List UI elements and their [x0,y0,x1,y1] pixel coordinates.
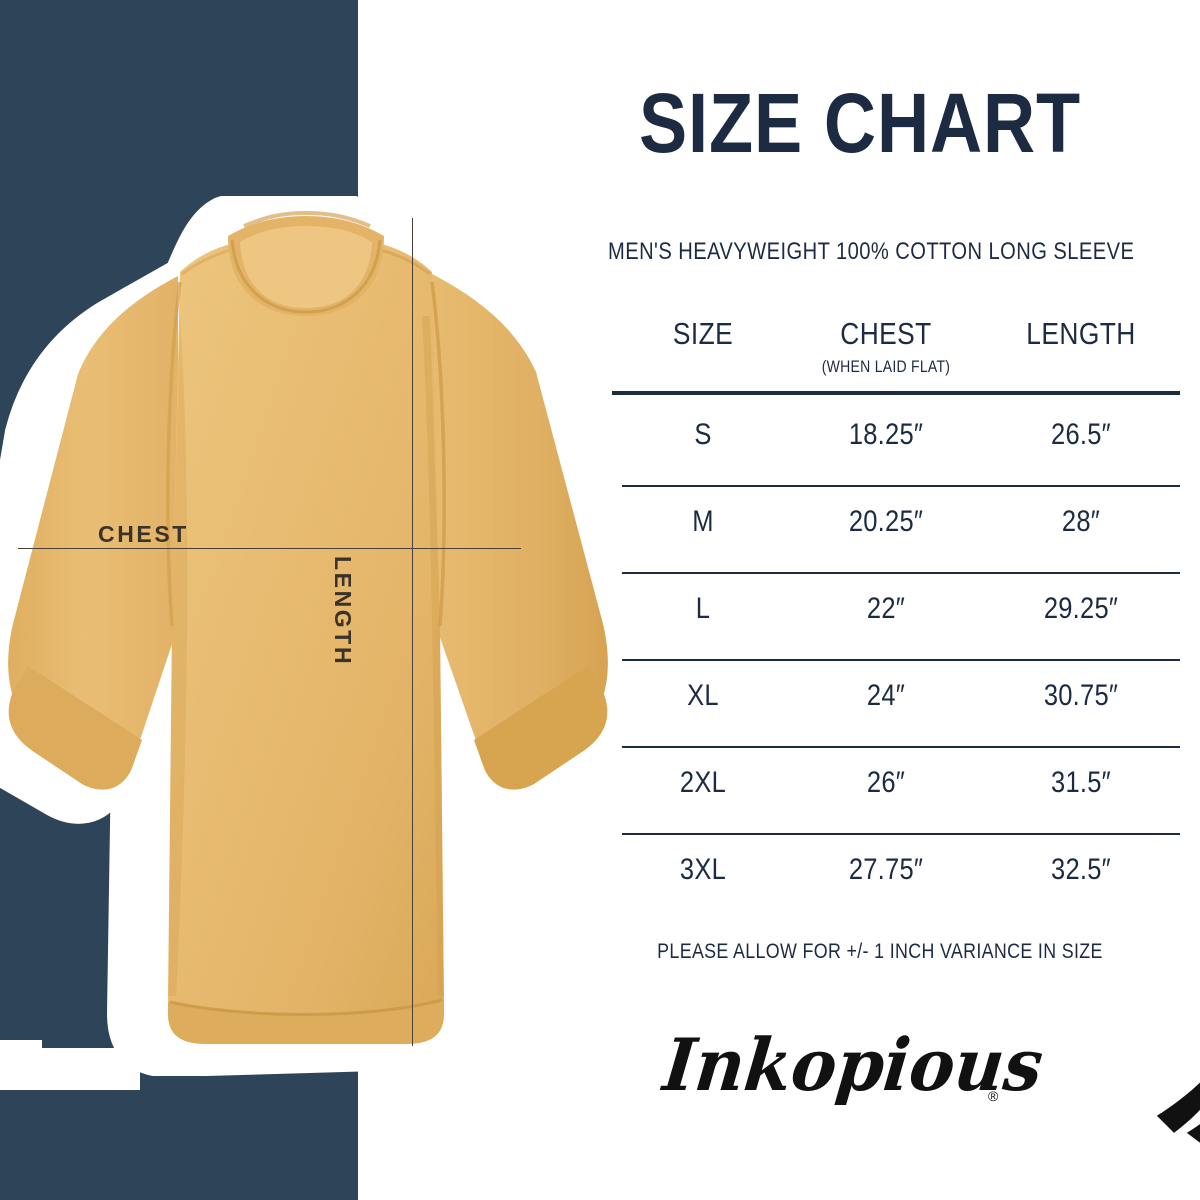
chest-measurement-label: CHEST [98,521,189,547]
shirt-right-cuff [474,666,608,790]
cell-length: 29.25″ [1043,592,1119,625]
cell-size: 2XL [679,766,727,799]
length-measurement-line [412,218,413,1046]
hem-stitch [169,998,443,1016]
table-row: 2XL 26″ 31.5″ [608,746,1180,833]
page-title: SIZE CHART [638,76,1082,170]
chest-measurement-line [18,548,521,549]
cell-chest: 26″ [866,766,906,799]
cell-chest: 22″ [866,592,906,625]
table-row: 3XL 27.75″ 32.5″ [608,833,1180,920]
collar-back-seam [243,210,371,228]
cell-length: 26.5″ [1051,418,1111,451]
variance-note: PLEASE ALLOW FOR +/- 1 INCH VARIANCE IN … [657,940,1103,963]
shirt-right-sleeve [432,274,608,775]
column-header-chest: CHEST [840,316,932,351]
table-header-row: SIZE CHEST LENGTH (WHEN LAID FLAT) [608,316,1180,390]
brand-name: Inkopious [659,1022,1047,1107]
cell-length: 31.5″ [1051,766,1111,799]
table-header-rule [612,391,1180,395]
shirt-collar-inner [240,226,372,308]
column-header-chest-note: (WHEN LAID FLAT) [821,358,951,376]
cell-size: S [694,418,712,451]
registered-trademark-icon: ® [988,1088,999,1104]
length-measurement-label: LENGTH [330,556,356,667]
shirt-shadow-right [422,316,444,996]
column-header-length: LENGTH [1026,316,1136,351]
cell-size: M [692,505,714,538]
cell-size: 3XL [679,853,727,886]
cell-length: 28″ [1061,505,1101,538]
cell-chest: 27.75″ [848,853,924,886]
navy-panel-notch-secondary [0,1040,42,1058]
table-row: S 18.25″ 26.5″ [608,398,1180,485]
chart-content: SIZE CHART MEN'S HEAVYWEIGHT 100% COTTON… [560,0,1200,1200]
cell-chest: 24″ [866,679,906,712]
brand-logo: Inkopious ® [652,1012,1200,1143]
cell-size: L [695,592,711,625]
shirt-left-sleeve [8,276,179,775]
shirt-left-cuff [8,666,142,790]
shirt-body [168,236,444,1042]
collar-ribbing [230,239,382,314]
table-row: M 20.25″ 28″ [608,485,1180,572]
shirt-image [0,196,632,1076]
armhole-seam-right [430,281,446,627]
armhole-seam-left [166,281,182,627]
long-sleeve-shirt-illustration [0,196,632,1076]
table-row: L 22″ 29.25″ [608,572,1180,659]
cell-length: 30.75″ [1043,679,1119,712]
table-body: S 18.25″ 26.5″ M 20.25″ 28″ L 22″ 29.25″… [608,398,1180,920]
brush-swoosh-icon [1156,1082,1200,1143]
table-row: XL 24″ 30.75″ [608,659,1180,746]
column-header-size: SIZE [672,316,734,351]
size-table: SIZE CHEST LENGTH (WHEN LAID FLAT) S 18.… [608,316,1180,886]
cell-length: 32.5″ [1051,853,1111,886]
cell-size: XL [687,679,719,712]
cell-chest: 20.25″ [848,505,924,538]
cell-chest: 18.25″ [848,418,924,451]
page-subtitle: MEN'S HEAVYWEIGHT 100% COTTON LONG SLEEV… [608,238,1135,265]
shirt-shadow-left [168,316,188,996]
